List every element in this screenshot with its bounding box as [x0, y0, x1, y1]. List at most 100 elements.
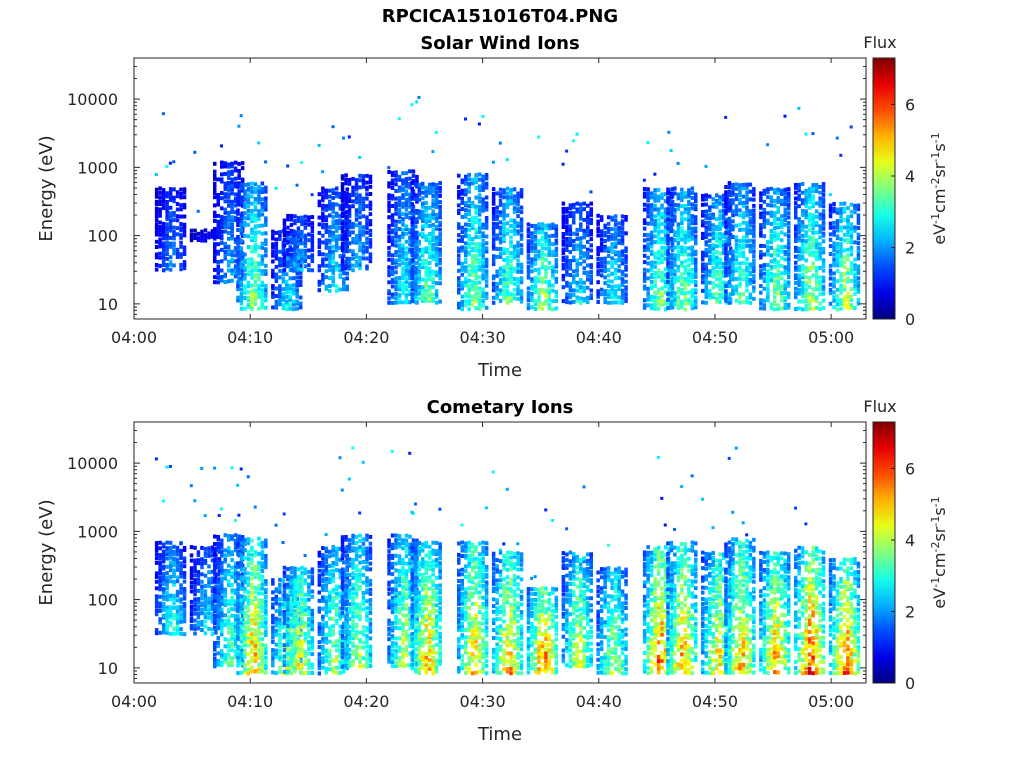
flux-cell [434, 239, 439, 243]
flux-cell [233, 545, 238, 550]
flux-cell [474, 173, 478, 178]
flux-cell [606, 226, 611, 231]
flux-cell [656, 256, 661, 261]
flux-cell [724, 289, 728, 294]
flux-cell [821, 298, 826, 303]
flux-cell [794, 186, 798, 190]
flux-cell [835, 294, 840, 299]
flux-cell [477, 122, 481, 126]
flux-cell [724, 197, 728, 202]
flux-cell [161, 199, 166, 204]
flux-cell [589, 255, 593, 260]
flux-cell [220, 576, 224, 581]
flux-cell [210, 569, 215, 574]
flux-cell [620, 277, 625, 282]
flux-cell [502, 251, 506, 256]
flux-cell [530, 231, 534, 236]
flux-cell [484, 269, 489, 274]
flux-cell [776, 263, 780, 268]
flux-cell [260, 257, 265, 262]
flux-cell [331, 264, 335, 269]
flux-cell [421, 262, 425, 267]
flux-cell [568, 262, 573, 267]
flux-cell [673, 291, 677, 296]
flux-cell [673, 294, 677, 299]
flux-cell [673, 191, 677, 196]
flux-cell [410, 234, 414, 239]
flux-cell [683, 246, 688, 251]
flux-cell [769, 195, 774, 200]
flux-cell [787, 202, 791, 207]
flux-cell [547, 239, 552, 243]
flux-cell [227, 572, 231, 577]
flux-cell [172, 236, 176, 241]
flux-cell [828, 244, 833, 249]
flux-cell [474, 280, 478, 285]
flux-cell [787, 257, 791, 262]
flux-cell [800, 272, 805, 277]
flux-cell [237, 173, 241, 178]
flux-cell [158, 568, 162, 573]
flux-cell [397, 243, 402, 248]
flux-cell [656, 207, 661, 212]
flux-cell [317, 215, 322, 220]
flux-cell [310, 240, 315, 245]
flux-cell [295, 275, 299, 280]
flux-cell [748, 281, 753, 286]
flux-cell [417, 239, 421, 244]
flux-cell [260, 245, 265, 250]
flux-cell [667, 294, 671, 299]
flux-cell [158, 228, 162, 233]
flux-cell [509, 251, 513, 255]
flux-cell [773, 226, 777, 231]
flux-cell [421, 227, 425, 231]
flux-cell [676, 226, 681, 231]
flux-cell [804, 290, 808, 295]
flux-cell [179, 555, 183, 560]
flux-cell [331, 271, 335, 276]
flux-cell [666, 264, 670, 269]
flux-cell [512, 293, 517, 297]
flux-cell [303, 249, 308, 253]
flux-cell [673, 203, 677, 207]
flux-cell [853, 263, 857, 268]
flux-cell [606, 215, 611, 220]
flux-cell [704, 193, 708, 198]
flux-cell [660, 271, 664, 276]
flux-cell [182, 248, 187, 253]
flux-cell [168, 221, 173, 226]
flux-cell [408, 235, 412, 240]
flux-cell [568, 243, 573, 247]
flux-cell [572, 255, 576, 260]
flux-cell [179, 548, 183, 553]
flux-cell [467, 283, 471, 288]
flux-cell [239, 186, 244, 191]
flux-cell [321, 218, 325, 223]
flux-cell [344, 204, 348, 209]
flux-cell [683, 236, 688, 241]
flux-cell [642, 194, 647, 199]
flux-cell [233, 160, 238, 165]
flux-cell [250, 306, 254, 311]
flux-cell [179, 214, 183, 219]
flux-cell [613, 289, 618, 293]
flux-cell [213, 613, 217, 618]
flux-cell [158, 575, 162, 580]
flux-cell [544, 267, 548, 272]
flux-cell [182, 589, 187, 594]
flux-cell [533, 224, 538, 228]
flux-cell [474, 195, 478, 200]
flux-cell [161, 252, 166, 257]
flux-cell [158, 564, 162, 569]
flux-cell [787, 267, 791, 272]
flux-cell [230, 252, 234, 257]
flux-cell [474, 215, 478, 220]
flux-cell [347, 230, 352, 235]
flux-cell [624, 260, 628, 265]
flux-cell [434, 186, 439, 190]
flux-cell [424, 265, 428, 270]
flux-cell [575, 132, 579, 136]
flux-cell [653, 172, 657, 176]
flux-cell [401, 257, 405, 262]
flux-cell [223, 217, 227, 222]
